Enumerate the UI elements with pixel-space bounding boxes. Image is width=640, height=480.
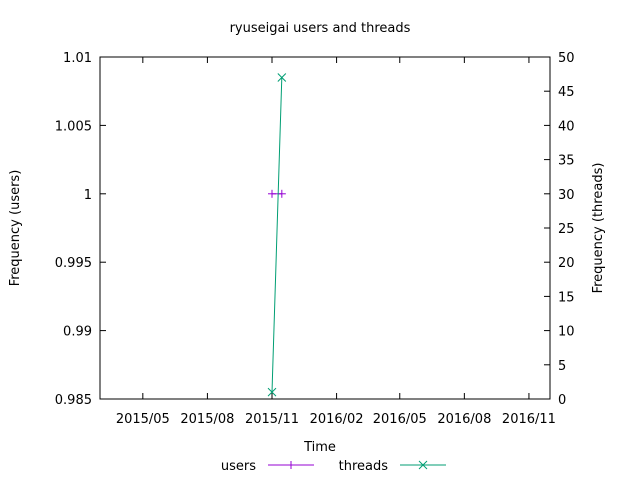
y-right-tick-label: 50 [558, 51, 575, 66]
y-left-tick-label: 1 [84, 188, 92, 203]
y-right-tick-label: 20 [558, 256, 575, 271]
y-right-tick-label: 40 [558, 119, 575, 134]
y-left-tick-label: 1.005 [55, 119, 92, 134]
y-left-tick-label: 0.985 [55, 393, 92, 408]
y-left-tick-label: 1.01 [63, 51, 92, 66]
series-layer [267, 73, 287, 397]
plot-area-border [99, 56, 551, 400]
y-axis-left: 0.985 0.99 0.995 1 1.005 1.01 [55, 51, 106, 408]
legend-item-threads: threads [339, 459, 446, 474]
x-tick-label: 2016/05 [373, 412, 427, 427]
y-right-tick-label: 25 [558, 222, 575, 237]
data-point-users [277, 189, 286, 198]
data-point-threads [277, 73, 287, 82]
y-axis-right: 0 5 10 15 20 25 30 35 40 45 50 [544, 51, 575, 408]
legend-label: users [221, 459, 256, 474]
legend-marker [418, 460, 428, 470]
data-point-users [267, 189, 276, 198]
y-right-tick-label: 15 [558, 290, 575, 305]
legend-item-users: users [221, 459, 314, 474]
x-tick-label: 2016/11 [502, 412, 556, 427]
y-left-tick-label: 0.99 [63, 325, 92, 340]
x-tick-label: 2015/08 [180, 412, 234, 427]
y-right-tick-label: 0 [558, 393, 566, 408]
x-axis-label: Time [303, 440, 336, 455]
y-axis-right-label: Frequency (threads) [591, 163, 606, 294]
x-tick-label: 2015/11 [245, 412, 299, 427]
x-tick-label: 2016/02 [310, 412, 364, 427]
y-right-tick-label: 45 [558, 85, 575, 100]
chart-title: ryuseigai users and threads [230, 21, 411, 36]
series-line-threads [271, 77, 283, 393]
legend-label: threads [339, 459, 389, 474]
y-right-tick-label: 10 [558, 325, 575, 340]
x-axis: 2015/05 2015/08 2015/11 2016/02 2016/05 2016/… [116, 57, 556, 427]
y-axis-left-label: Frequency (users) [8, 170, 23, 287]
legend: users threads [221, 459, 446, 474]
x-tick-label: 2015/05 [116, 412, 170, 427]
y-right-tick-label: 35 [558, 154, 575, 169]
y-left-tick-label: 0.995 [55, 256, 92, 271]
y-right-tick-label: 30 [558, 188, 575, 203]
data-point-threads [267, 387, 277, 397]
y-right-tick-label: 5 [558, 359, 566, 374]
legend-marker [287, 461, 295, 469]
x-tick-label: 2016/08 [437, 412, 491, 427]
